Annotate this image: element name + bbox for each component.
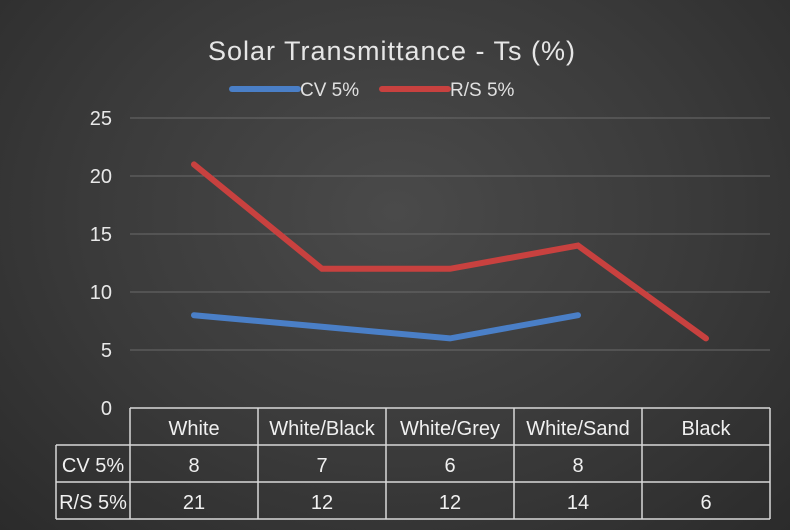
legend: CV 5% R/S 5% bbox=[229, 80, 515, 101]
data-table: White White/Black White/Grey White/Sand Blac… bbox=[55, 407, 771, 520]
data-label: 14 bbox=[567, 492, 589, 514]
table-row-label: CV 5% bbox=[62, 455, 124, 477]
legend-label: CV 5% bbox=[300, 80, 359, 101]
x-tick-label: White/Sand bbox=[526, 418, 629, 440]
series-line-cv-5- bbox=[191, 312, 581, 342]
x-tick-label: White/Black bbox=[269, 418, 376, 440]
y-tick-label: 10 bbox=[90, 282, 112, 304]
data-label: 12 bbox=[439, 492, 461, 514]
x-tick-label: White bbox=[168, 418, 219, 440]
series-line-r-s-5- bbox=[191, 161, 709, 342]
data-label: 7 bbox=[316, 455, 327, 477]
data-label: 6 bbox=[700, 492, 711, 514]
y-axis: 0 5 10 15 20 25 bbox=[90, 108, 112, 420]
data-label: 8 bbox=[188, 455, 199, 477]
y-tick-label: 25 bbox=[90, 108, 112, 130]
gridlines bbox=[130, 117, 770, 351]
data-label: 8 bbox=[572, 455, 583, 477]
legend-label: R/S 5% bbox=[450, 80, 515, 101]
chart-title: Solar Transmittance - Ts (%) bbox=[208, 36, 576, 66]
y-tick-label: 0 bbox=[101, 398, 112, 420]
y-tick-label: 20 bbox=[90, 166, 112, 188]
series-lines bbox=[191, 161, 709, 342]
y-tick-label: 15 bbox=[90, 224, 112, 246]
data-label: 6 bbox=[444, 455, 455, 477]
data-label: 12 bbox=[311, 492, 333, 514]
table-row-label: R/S 5% bbox=[59, 492, 127, 514]
x-tick-label: Black bbox=[682, 418, 732, 440]
data-label: 21 bbox=[183, 492, 205, 514]
y-tick-label: 5 bbox=[101, 340, 112, 362]
x-tick-label: White/Grey bbox=[400, 418, 500, 440]
